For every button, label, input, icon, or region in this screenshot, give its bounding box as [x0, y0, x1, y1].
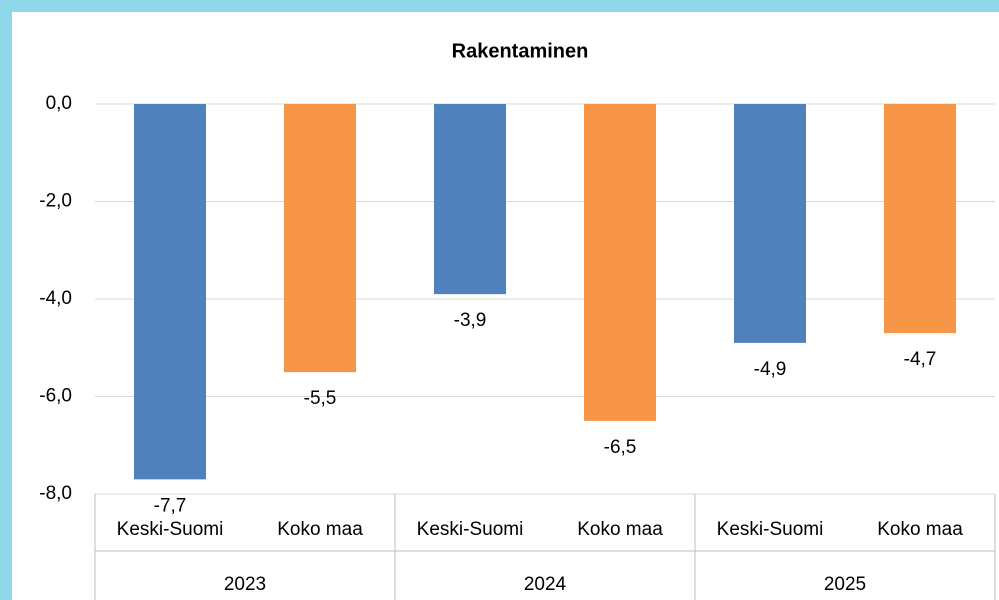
x-tick-label: Keski-Suomi	[117, 519, 224, 540]
chart-title: Rakentaminen	[452, 40, 589, 62]
y-tick-label: -8,0	[39, 483, 72, 504]
group-label: 2023	[224, 574, 266, 595]
value-label: -3,9	[454, 310, 487, 331]
value-label: -5,5	[304, 388, 337, 409]
x-tick-label: Keski-Suomi	[417, 519, 524, 540]
bar	[884, 104, 956, 334]
bar	[434, 104, 506, 295]
bar	[584, 104, 656, 421]
value-label: -4,9	[754, 359, 787, 380]
value-label: -7,7	[154, 495, 187, 516]
value-label: -6,5	[604, 437, 637, 458]
group-label: 2024	[524, 574, 567, 595]
y-tick-label: -2,0	[39, 191, 72, 212]
y-tick-label: -6,0	[39, 386, 72, 407]
y-tick-label: 0,0	[46, 93, 72, 114]
x-tick-label: Koko maa	[577, 519, 663, 540]
value-label: -4,7	[904, 349, 937, 370]
x-tick-label: Koko maa	[277, 519, 363, 540]
bar	[284, 104, 356, 373]
group-label: 2025	[824, 574, 866, 595]
bar	[734, 104, 806, 343]
x-tick-label: Koko maa	[877, 519, 963, 540]
y-tick-label: -4,0	[39, 288, 72, 309]
x-tick-label: Keski-Suomi	[717, 519, 824, 540]
bar	[134, 104, 206, 480]
